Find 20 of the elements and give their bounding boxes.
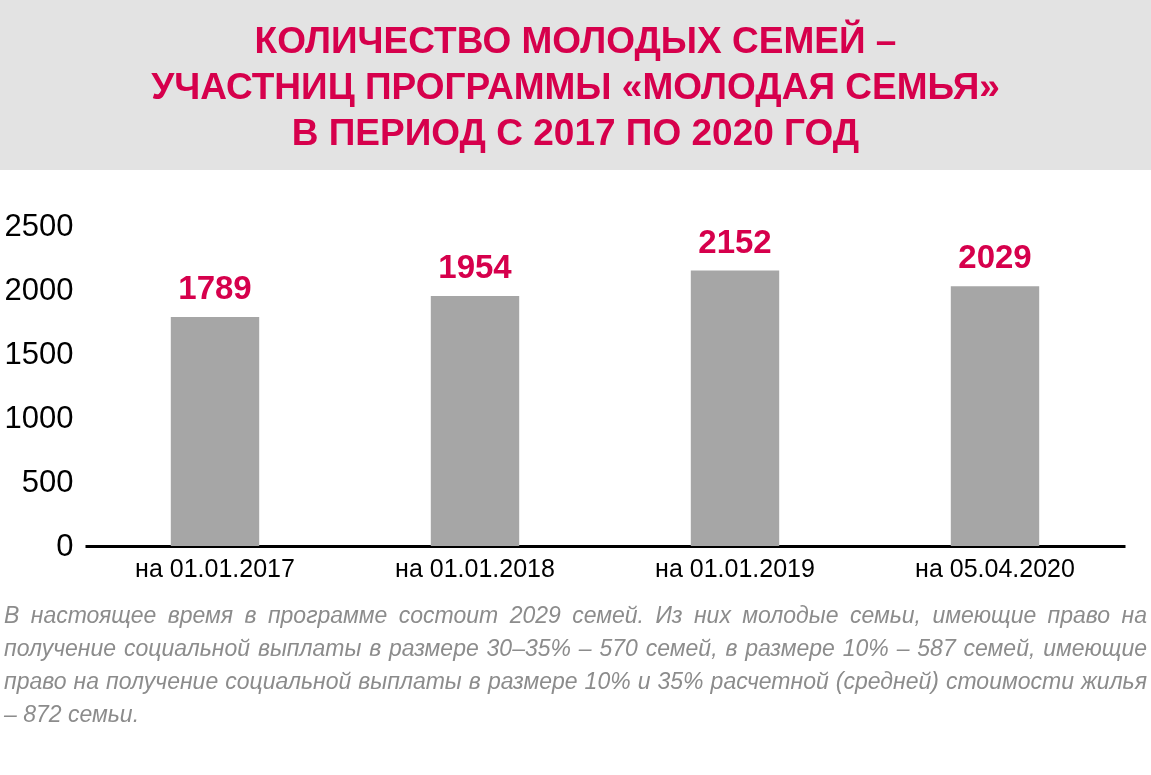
chart-title: КОЛИЧЕСТВО МОЛОДЫХ СЕМЕЙ – УЧАСТНИЦ ПРОГРАММЫ «МОЛОДАЯ СЕМЬЯ» В ПЕРИОД С 2017 ПО 2020 ГОД xyxy=(0,0,1151,170)
y-tick-label: 2500 xyxy=(4,207,74,243)
x-tick-label: на 05.04.2020 xyxy=(915,553,1075,582)
y-tick-label: 1500 xyxy=(4,335,74,371)
data-label: 2152 xyxy=(698,222,772,260)
y-tick-label: 1000 xyxy=(4,399,74,435)
y-tick-label: 500 xyxy=(21,463,74,499)
text: В настоящее время в программе состоит 2029 семей. Из них молодые семьи, имеющие право на получение социальной выплаты в размере 30–35% – 570 семей, в размере 10% – 587 семей, имеющие право на получение социальной выплаты в размере 10% и 35% расчетной (средней) стоимости жилья – 872 семьи. xyxy=(3,601,1148,729)
x-tick-label: на 01.01.2019 xyxy=(655,553,815,582)
y-tick-label: 2000 xyxy=(4,271,74,307)
data-label: 1954 xyxy=(438,247,513,285)
bar xyxy=(430,295,520,546)
bar xyxy=(690,270,780,546)
bar xyxy=(170,317,260,546)
bar xyxy=(950,286,1040,546)
data-label: 2029 xyxy=(958,238,1032,276)
data-label: 1789 xyxy=(178,269,252,307)
x-tick-label: на 01.01.2017 xyxy=(135,553,295,582)
y-tick-label: 0 xyxy=(56,527,74,563)
x-tick-label: на 01.01.2018 xyxy=(395,553,555,582)
